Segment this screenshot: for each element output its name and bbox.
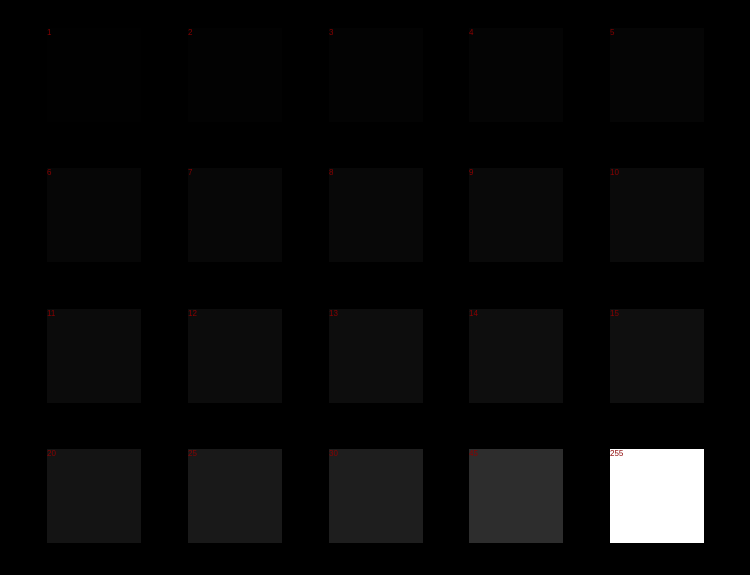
swatch-label: 3 [329,28,334,37]
swatch: 3 [329,28,423,122]
swatch: 13 [329,309,423,403]
swatch: 2 [188,28,282,122]
swatch-label: 8 [329,168,334,177]
swatch: 25 [188,449,282,543]
swatch-label: 9 [469,168,474,177]
swatch-label: 13 [329,309,338,318]
swatch: 12 [188,309,282,403]
swatch-label: 25 [188,449,197,458]
swatch-label: 7 [188,168,193,177]
swatch: 6 [47,168,141,262]
swatch: 45 [469,449,563,543]
swatch-label: 4 [469,28,474,37]
swatch: 14 [469,309,563,403]
swatch-label: 6 [47,168,52,177]
swatch-label: 10 [610,168,619,177]
swatch: 5 [610,28,704,122]
swatch-label: 45 [469,449,478,458]
swatch: 255 [610,449,704,543]
swatch-label: 5 [610,28,615,37]
swatch-label: 30 [329,449,338,458]
swatch: 30 [329,449,423,543]
swatch-label: 14 [469,309,478,318]
swatch: 4 [469,28,563,122]
swatch: 1 [47,28,141,122]
swatch: 15 [610,309,704,403]
swatch-label: 1 [47,28,52,37]
swatch-label: 12 [188,309,197,318]
swatch-label: 20 [47,449,56,458]
swatch: 8 [329,168,423,262]
swatch-label: 255 [610,449,624,458]
swatch: 7 [188,168,282,262]
swatch: 20 [47,449,141,543]
swatch-label: 11 [47,309,56,318]
swatch-label: 2 [188,28,193,37]
swatch: 11 [47,309,141,403]
swatch: 9 [469,168,563,262]
swatch-label: 15 [610,309,619,318]
swatch: 10 [610,168,704,262]
